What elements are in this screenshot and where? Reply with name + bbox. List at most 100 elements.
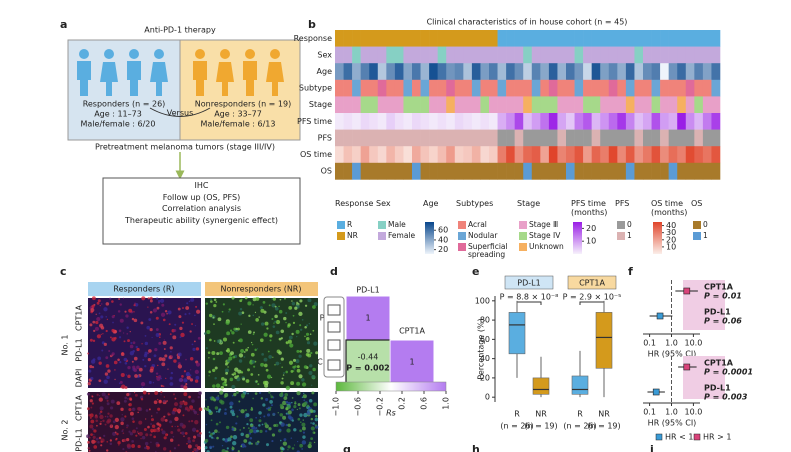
micrograph-texture	[162, 399, 166, 403]
legend-tick-label: 20	[666, 235, 676, 244]
micrograph-texture	[189, 356, 194, 361]
micrograph-texture	[129, 432, 134, 436]
micrograph-texture	[185, 358, 187, 361]
micrograph-texture	[164, 310, 168, 313]
heatmap-cell	[497, 30, 507, 47]
micrograph-texture	[306, 404, 310, 408]
micrograph-texture	[196, 433, 201, 437]
heatmap-cell	[617, 79, 627, 97]
micrograph-texture	[144, 335, 147, 337]
micrograph-texture	[195, 375, 200, 380]
heatmap-cell	[643, 96, 652, 114]
micrograph-texture	[241, 311, 245, 315]
heatmap-cell	[694, 113, 704, 130]
micrograph-texture	[121, 414, 124, 416]
micrograph-texture	[99, 305, 101, 307]
heatmap-cell	[643, 79, 652, 97]
heatmap-cell	[711, 30, 721, 47]
micrograph-texture	[169, 438, 174, 442]
legend-label: Acral	[468, 220, 487, 229]
micrograph-texture	[198, 391, 202, 396]
micrograph-texture	[122, 448, 125, 451]
heatmap-cell	[566, 30, 575, 47]
micrograph-texture	[275, 361, 280, 366]
micrograph-texture	[188, 312, 191, 315]
micrograph-texture	[231, 384, 236, 390]
stain-label: DAPI	[75, 369, 84, 388]
micrograph-texture	[288, 305, 293, 310]
legend-swatch	[378, 221, 386, 229]
micrograph-texture	[96, 301, 100, 305]
micrograph-texture	[215, 301, 218, 303]
step-box: Follow up (OS, PFS)	[163, 193, 240, 202]
heatmap-cell	[386, 146, 396, 164]
micrograph-texture	[156, 398, 159, 401]
micrograph-texture	[93, 329, 96, 333]
legend-title-box: OS	[691, 199, 702, 208]
micrograph-texture	[296, 391, 301, 396]
micrograph-texture	[267, 350, 270, 353]
micrograph-texture	[275, 423, 279, 428]
marker-header	[504, 275, 554, 290]
corr-cell	[345, 339, 391, 385]
micrograph-texture	[87, 382, 91, 386]
micrograph-texture	[158, 357, 163, 361]
micrograph-texture	[177, 444, 180, 447]
micrograph-texture	[237, 327, 240, 331]
micrograph-texture	[126, 424, 129, 427]
heatmap-cell	[574, 129, 584, 147]
micrograph-texture	[96, 393, 99, 396]
micrograph-texture	[141, 296, 146, 301]
micrograph-texture	[98, 412, 102, 415]
micrograph-texture	[113, 360, 118, 365]
micrograph-texture	[287, 339, 292, 344]
micrograph-texture	[124, 415, 127, 418]
legend-label-box: NR	[347, 232, 358, 240]
micrograph-texture	[275, 307, 279, 311]
micrograph-texture	[302, 435, 306, 439]
micrograph-texture	[195, 305, 198, 308]
micrograph-texture	[118, 444, 120, 446]
heatmap-cell	[454, 79, 464, 97]
micrograph-texture	[283, 438, 287, 442]
micrograph-texture	[105, 356, 109, 360]
micrograph-texture	[167, 412, 170, 415]
heatmap-cell	[634, 63, 644, 81]
micrograph-texture	[285, 341, 289, 345]
micrograph-texture	[301, 382, 307, 387]
micrograph-texture	[232, 355, 236, 359]
micrograph-texture	[174, 323, 177, 326]
legend-title: PFS time (months)	[571, 199, 608, 217]
micrograph-texture	[238, 353, 244, 358]
micrograph-texture	[120, 417, 125, 422]
micrograph-texture	[296, 301, 298, 304]
heatmap-cell	[514, 63, 524, 81]
heatmap-cell	[360, 63, 370, 81]
heatmap-cell	[446, 129, 456, 147]
micrograph-texture	[253, 365, 256, 368]
micrograph-texture	[102, 333, 104, 335]
heatmap-cell	[471, 146, 481, 164]
heatmap-cell	[437, 30, 447, 47]
micrograph-texture	[108, 350, 111, 352]
micrograph-texture	[150, 423, 153, 425]
micrograph-texture	[226, 331, 231, 336]
x-tick-label: 1.0	[665, 339, 678, 348]
micrograph-texture	[189, 374, 192, 377]
heatmap-cell	[694, 79, 704, 97]
micrograph-texture	[177, 307, 181, 311]
micrograph-texture	[114, 378, 116, 381]
micrograph-texture	[109, 442, 113, 446]
micrograph-texture	[260, 322, 265, 326]
heatmap-cell	[677, 96, 687, 114]
heatmap-cell	[446, 63, 456, 81]
heatmap-cell	[429, 146, 438, 164]
heatmap-cell	[685, 46, 695, 64]
micrograph-texture	[102, 419, 105, 423]
micrograph-texture	[254, 392, 258, 395]
legend-title: Sex	[376, 199, 391, 208]
micrograph-texture	[278, 428, 282, 432]
heatmap-cell	[694, 30, 704, 47]
heatmap-cell	[685, 146, 695, 164]
micrograph-texture	[106, 415, 109, 418]
